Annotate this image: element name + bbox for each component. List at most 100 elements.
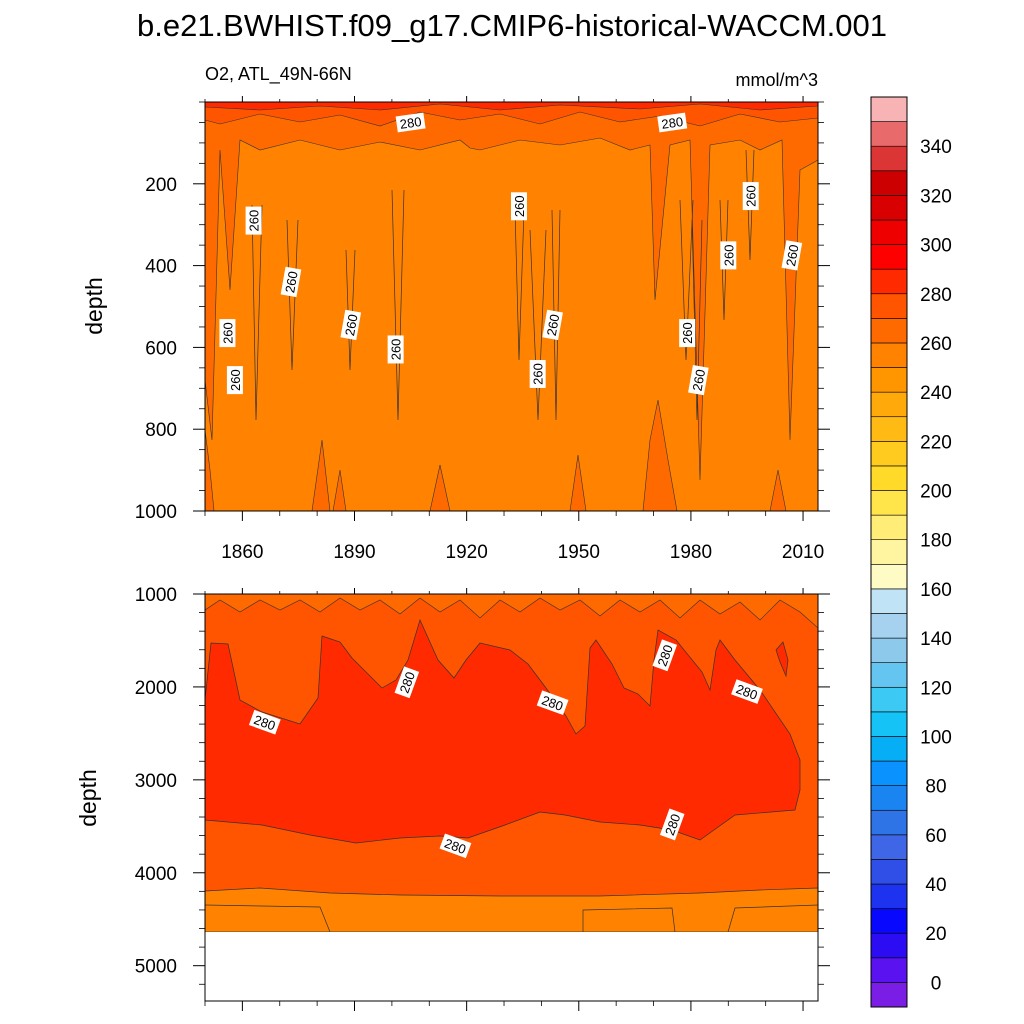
colorbar-swatch [870,342,908,368]
contour-label: 260 [280,266,302,298]
lower-contour-labels: 280 280 280 280 280 280 280 [248,639,763,859]
colorbar-tick-label: 200 [920,482,952,503]
colorbar-tick-label: 260 [920,334,952,355]
contour-label-box [439,833,472,859]
lower-panel: 280 280 280 280 280 280 280 1000 2000 3000 4000 50… [75,585,830,1011]
contour-label-box [395,112,426,133]
colorbar-swatch [870,908,908,934]
colorbar-swatch [870,539,908,565]
colorbar-swatch [870,170,908,196]
contour-label: 280 [659,808,685,841]
colorbar-swatch [870,613,908,639]
colorbar-swatch [870,465,908,491]
colorbar: 0 20 40 60 80 100 120 140 160 180 200 220 240 260 280 3… [870,96,952,1008]
contour-label-box [742,182,759,211]
x-tick-label: 1860 [221,542,263,563]
colorbar-swatch [870,514,908,541]
contour-label: 280 [652,639,678,672]
colorbar-swatch [870,195,908,221]
contour-label-text: 260 [544,313,563,337]
colorbar-swatch [870,121,908,147]
colorbar-swatch [870,391,908,418]
upper-y-axis-label: depth [81,277,107,335]
contour-label-text: 280 [661,114,685,132]
contour-label-box [226,366,243,395]
colorbar-swatch [870,662,908,688]
contour-label: 260 [742,182,759,211]
contour-label: 280 [248,709,281,735]
contour-label-box [387,335,404,364]
lower-bottom-band [205,887,818,932]
colorbar-swatch [870,760,908,786]
contour-label: 280 [536,690,569,716]
contour-label: 260 [510,192,527,221]
contour-label-box [529,359,546,388]
contour-label-text: 280 [734,681,760,703]
colorbar-swatch [870,637,908,663]
colorbar-swatch [870,219,908,245]
contour-label-text: 280 [399,114,423,132]
upper-contour-lines [251,149,755,421]
upper-contour-labels: 280 280 260 260 260 260 260 260 260 260 260 260 260 2… [219,112,803,396]
contour-label-text: 280 [442,836,468,858]
colorbar-tick-label: 280 [920,285,952,306]
y-tick-label: 1000 [135,585,177,606]
lower-contour-lines [205,904,818,932]
contour-label-text: 260 [512,195,527,217]
lower-plot-frame [204,593,819,1002]
colorbar-swatch [870,244,908,270]
colorbar-swatch [870,563,908,590]
x-tick-label: 1950 [558,542,600,563]
contour-label-text: 260 [680,322,695,344]
colorbar-swatch [870,686,908,713]
contour-label-box [781,240,803,271]
contour-label-box [542,309,563,341]
lower-core-280-region [205,619,801,844]
y-tick-label: 600 [145,338,177,359]
colorbar-swatch [870,736,908,762]
figure-title: b.e21.BWHIST.f09_g17.CMIP6-historical-WA… [137,8,887,43]
y-tick-label: 3000 [135,771,177,792]
y-tick-label: 800 [145,420,177,441]
upper-panel: 280 280 260 260 260 260 260 260 260 260 260 260 260 2… [81,96,830,563]
colorbar-tick-label: 320 [920,186,952,207]
contour-label: 280 [394,666,420,699]
colorbar-swatch [870,268,908,295]
upper-deep-patches [205,399,787,511]
contour-label-text: 280 [252,712,278,734]
contour-label-box [659,808,685,841]
lower-y-axis-label: depth [75,769,101,827]
colorbar-swatch [870,809,908,836]
contour-label-text: 260 [744,185,759,207]
contour-label-box [245,206,262,235]
x-tick-label: 1890 [333,542,375,563]
contour-label-box [720,241,737,270]
units-label: mmol/m^3 [736,70,818,90]
contour-label-text: 280 [662,812,684,838]
colorbar-tick-label: 80 [925,777,946,798]
colorbar-tick-label: 60 [925,826,946,847]
contour-label: 280 [439,833,472,859]
y-tick-label: 4000 [135,864,177,885]
contour-label: 280 [657,112,688,133]
contour-label-text: 260 [690,368,709,392]
contour-label-text: 260 [531,363,546,385]
colorbar-swatch [870,982,908,1008]
colorbar-swatch [870,883,908,909]
colorbar-frame [870,96,908,1008]
x-tick-label: 2010 [782,542,824,563]
x-tick-label: 1980 [670,542,712,563]
contour-label-text: 260 [220,322,235,344]
contour-label-box [536,690,569,716]
contour-label: 260 [781,240,803,271]
contour-label-text: 280 [540,692,566,714]
colorbar-tick-label: 220 [920,432,952,453]
y-tick-label: 5000 [135,957,177,978]
y-tick-label: 1000 [135,502,177,523]
colorbar-swatch [870,318,908,344]
variable-region-label: O2, ATL_49N-66N [205,64,352,85]
contour-label-box [679,319,696,348]
contour-label-box [657,112,688,133]
y-tick-label: 2000 [135,678,177,699]
